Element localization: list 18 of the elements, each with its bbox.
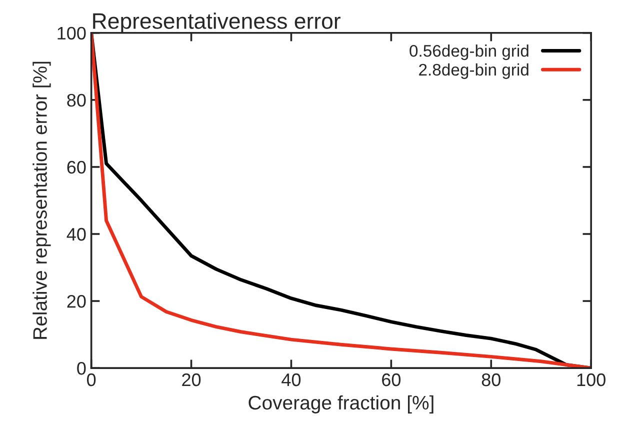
y-tick-label: 80 [67, 94, 86, 107]
line-series [91, 32, 592, 368]
y-tick-label: 60 [67, 160, 86, 174]
y-tick-label: 100 [58, 26, 86, 40]
y-axis-title: Relative representation error [%] [32, 62, 51, 339]
legend-label: 0.56deg-bin grid [410, 44, 528, 60]
x-tick-label: 20 [182, 373, 201, 386]
x-tick-label: 60 [382, 373, 401, 386]
y-tick-label: 20 [67, 294, 86, 308]
x-axis-title: Coverage fraction [%] [248, 395, 434, 414]
x-tick-label: 40 [282, 373, 301, 386]
chart-title: Representativeness error [93, 12, 340, 34]
legend-label: 2.8deg-bin grid [419, 63, 528, 79]
x-tick-label: 100 [577, 373, 606, 386]
x-tick-label: 0 [87, 373, 96, 386]
y-tick-label: 0 [77, 362, 86, 375]
x-tick-label: 80 [482, 373, 500, 386]
y-tick-label: 40 [66, 228, 86, 241]
